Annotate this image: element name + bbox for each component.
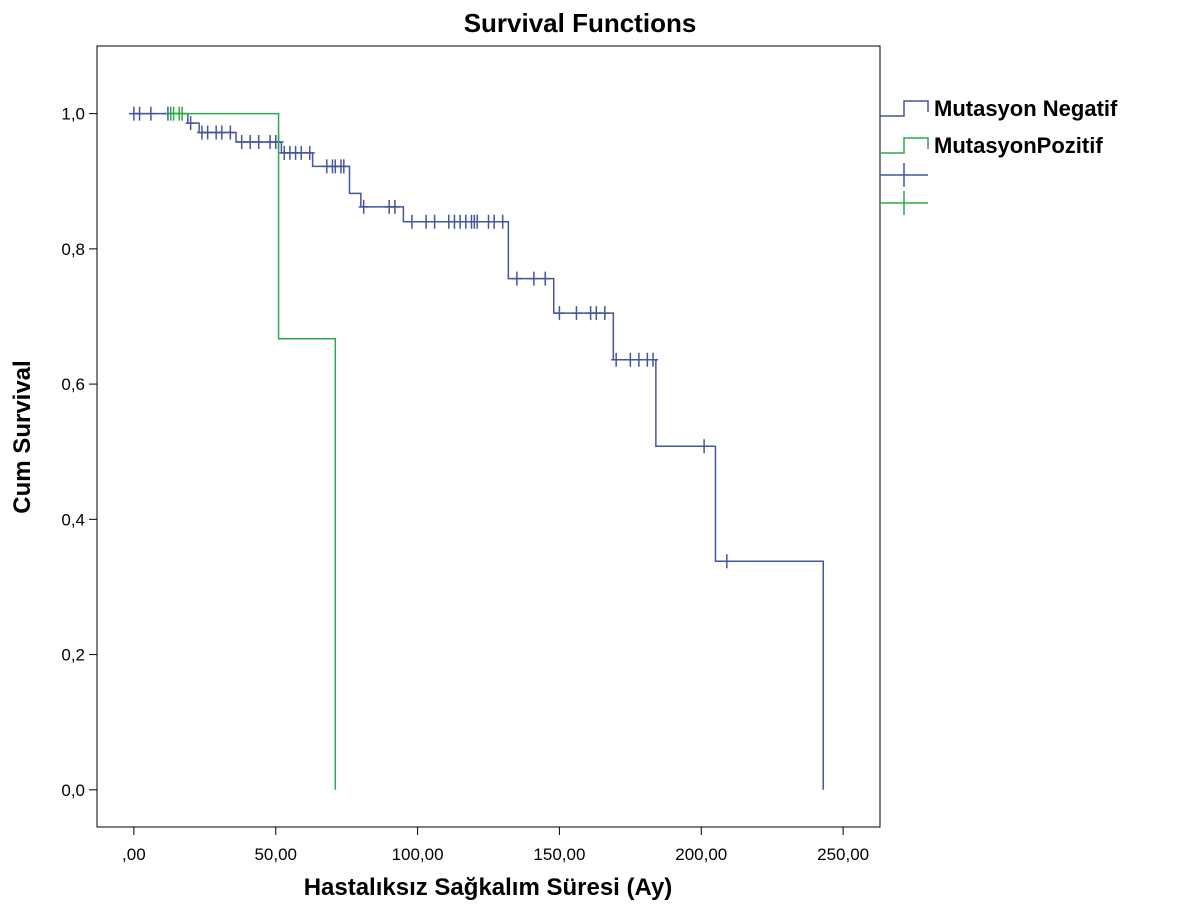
censor-mark bbox=[389, 199, 400, 214]
censor-mark bbox=[591, 306, 602, 321]
chart-title: Survival Functions bbox=[464, 8, 697, 38]
y-tick-label: 0,2 bbox=[61, 646, 85, 665]
censor-mark bbox=[571, 306, 582, 321]
censor-mark bbox=[134, 106, 145, 121]
censor-mark bbox=[699, 439, 710, 454]
censor-mark bbox=[145, 106, 156, 121]
x-tick-label: 50,00 bbox=[254, 845, 297, 864]
x-tick-label: 100,00 bbox=[392, 845, 444, 864]
x-tick-label: 200,00 bbox=[675, 845, 727, 864]
legend-step-swatch bbox=[880, 100, 929, 117]
y-axis-label: Cum Survival bbox=[9, 360, 36, 513]
censor-mark bbox=[185, 116, 196, 131]
series-1 bbox=[165, 106, 337, 790]
x-tick-label: ,00 bbox=[122, 845, 146, 864]
censor-mark bbox=[245, 135, 256, 150]
censor-mark bbox=[554, 306, 565, 321]
censor-mark bbox=[216, 125, 227, 140]
legend-label: Mutasyon Negatif bbox=[934, 96, 1118, 121]
legend: Mutasyon Negatif MutasyonPozitif bbox=[880, 96, 1118, 215]
series-0 bbox=[128, 106, 825, 790]
series-layer bbox=[128, 106, 825, 790]
censor-mark bbox=[338, 159, 349, 174]
x-tick-label: 250,00 bbox=[817, 845, 869, 864]
censor-mark bbox=[177, 106, 188, 121]
y-tick-label: 1,0 bbox=[61, 105, 85, 124]
censor-mark bbox=[721, 554, 732, 569]
censor-mark bbox=[625, 352, 636, 367]
censor-mark bbox=[497, 214, 508, 229]
censor-mark bbox=[633, 352, 644, 367]
censor-mark bbox=[599, 306, 610, 321]
censor-mark bbox=[225, 125, 236, 140]
legend-step-swatch bbox=[880, 137, 929, 154]
legend-label: MutasyonPozitif bbox=[934, 133, 1103, 158]
x-axis: ,00 50,00 100,00 150,00 200,00 250,00 bbox=[122, 827, 869, 864]
censor-mark bbox=[511, 271, 522, 286]
censor-mark bbox=[611, 352, 622, 367]
y-tick-label: 0,8 bbox=[61, 240, 85, 259]
survival-step-line bbox=[133, 112, 825, 790]
censor-mark bbox=[528, 271, 539, 286]
censor-mark bbox=[358, 199, 369, 214]
x-tick-label: 150,00 bbox=[533, 845, 585, 864]
censor-mark bbox=[202, 125, 213, 140]
censor-mark bbox=[296, 145, 307, 160]
censor-mark bbox=[236, 135, 247, 150]
y-tick-label: 0,4 bbox=[61, 510, 85, 529]
y-tick-label: 0,6 bbox=[61, 375, 85, 394]
censor-mark bbox=[253, 135, 264, 150]
censor-mark bbox=[421, 214, 432, 229]
censor-mark bbox=[472, 214, 483, 229]
censor-mark bbox=[489, 214, 500, 229]
censor-mark bbox=[304, 145, 315, 160]
censor-mark bbox=[648, 352, 659, 367]
censor-mark bbox=[406, 214, 417, 229]
plot-frame bbox=[96, 45, 881, 828]
x-axis-label: Hastalıksız Sağkalım Süresi (Ay) bbox=[304, 874, 673, 901]
survival-step-line bbox=[170, 112, 337, 790]
y-axis: 0,0 0,2 0,4 0,6 0,8 1,0 bbox=[61, 105, 97, 800]
censor-mark bbox=[429, 214, 440, 229]
y-tick-label: 0,0 bbox=[61, 781, 85, 800]
censor-mark bbox=[540, 271, 551, 286]
